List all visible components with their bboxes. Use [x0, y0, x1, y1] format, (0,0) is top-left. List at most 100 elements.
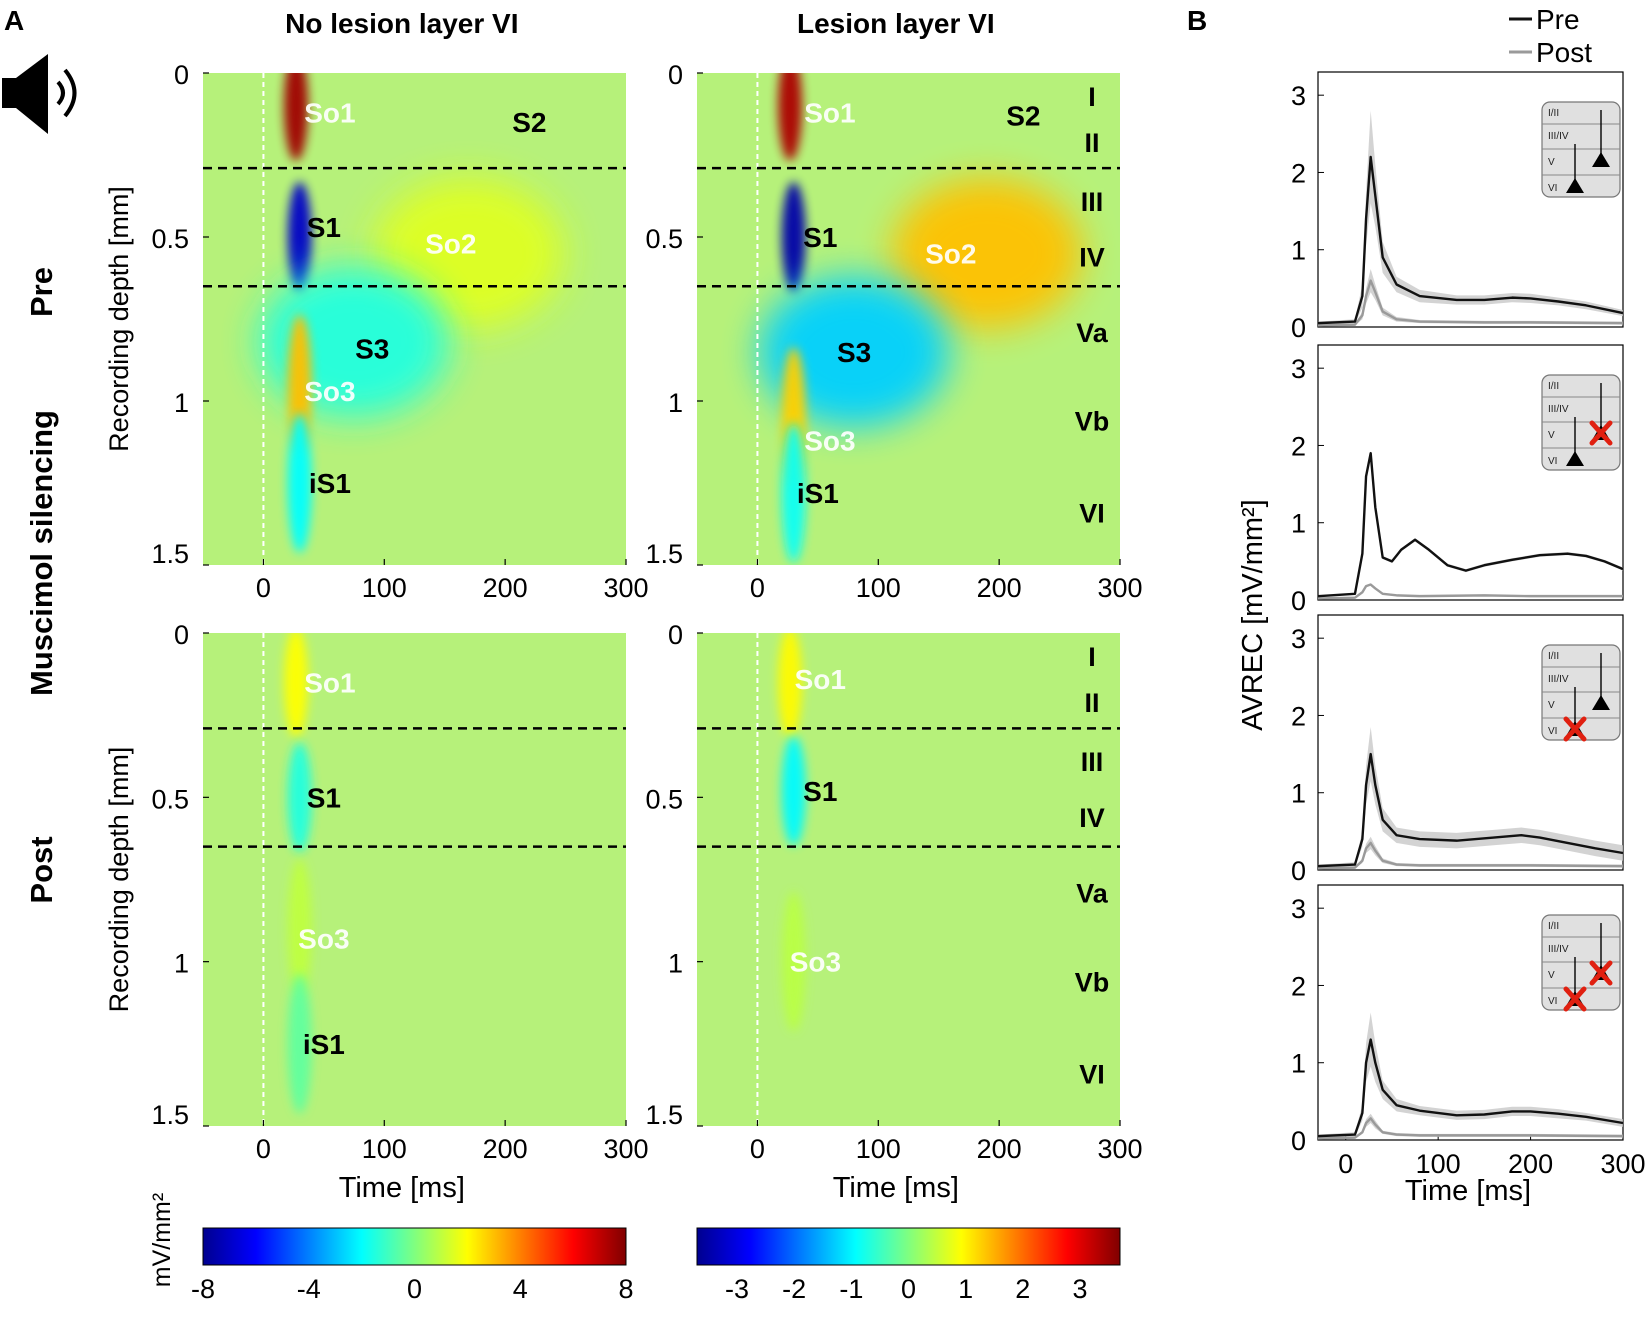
y-tick-label: 1.5: [151, 1100, 189, 1130]
x-tick-label: 300: [1097, 573, 1142, 603]
y-tick-label: 1: [668, 388, 683, 418]
y-tick-label: 0.5: [645, 224, 683, 254]
colorbar-gradient: [202, 1227, 627, 1266]
heatmap-feature-so3: [287, 858, 312, 999]
heatmap-feature-so1: [778, 73, 803, 161]
colorbar-tick-label: 3: [1072, 1274, 1087, 1304]
sink-source-label-s2: S2: [1006, 101, 1040, 132]
sink-source-label-so3: So3: [804, 425, 855, 456]
avrec-line-pre: [1317, 451, 1624, 598]
x-tick-label: 300: [603, 573, 648, 603]
heatmap-image: [203, 633, 626, 1126]
layer-label-vi: VI: [1079, 1059, 1105, 1089]
heatmap-feature-s1: [781, 735, 806, 846]
avrec-y-axis-label: AVREC [mV/mm²]: [1237, 499, 1269, 730]
layer-label-va: Va: [1076, 879, 1109, 909]
heatmap-image: [203, 73, 626, 565]
layer-label-iii: III: [1081, 747, 1104, 777]
y-tick-label: 2: [1291, 431, 1306, 461]
panel-label-a: A: [4, 5, 24, 36]
y-tick-label: 0: [668, 60, 683, 90]
y-tick-label: 1: [1291, 509, 1306, 539]
avrec-sem-band-post: [1318, 269, 1623, 327]
y-tick-label: 1: [174, 388, 189, 418]
layer-label-i: I: [1088, 642, 1096, 672]
y-tick-label: 1: [1291, 1049, 1306, 1079]
avrec-line-pre: [1317, 1038, 1624, 1138]
sink-source-label-s3: S3: [837, 337, 871, 368]
layer-label-vb: Vb: [1075, 407, 1110, 437]
lesion-x-icon: [1589, 420, 1613, 446]
inset-layer-label: I/II: [1548, 381, 1559, 392]
heatmap-feature-so3: [781, 891, 806, 1032]
colorbar-1: -8 -4 0 4 8: [191, 1227, 634, 1304]
avrec-sem-band-pre: [1318, 110, 1623, 325]
y-tick-label: 1.5: [151, 539, 189, 569]
y-tick-label: 0: [1291, 856, 1306, 886]
y-tick-label: 1: [1291, 236, 1306, 266]
x-tick-label: 300: [1600, 1149, 1645, 1179]
sink-source-label-s1: S1: [803, 222, 837, 253]
layer-label-iv: IV: [1079, 243, 1105, 273]
colorbar-unit-label: mV/mm²: [148, 1193, 176, 1287]
sink-source-label-s3: S3: [355, 334, 389, 365]
y-tick-label: 3: [1291, 81, 1306, 111]
y-tick-label: 1.5: [645, 539, 683, 569]
colorbar-tick-label: 4: [513, 1274, 528, 1304]
lesion-x-icon: [1563, 716, 1587, 742]
y-tick-label: 1: [174, 949, 189, 979]
y-tick-label: 0.5: [151, 224, 189, 254]
heatmap-image: [697, 73, 1120, 565]
colorbar-gradient: [696, 1227, 1121, 1266]
y-tick-label: 2: [1291, 971, 1306, 1001]
sink-source-label-is1: iS1: [303, 1029, 345, 1060]
x-tick-label: 0: [256, 573, 271, 603]
speaker-wave-2: [63, 68, 77, 118]
csd-panel-post-nolesion: 0 0.5 1 1.5 0 100 200 300 Recording depth [mm] Ti…: [104, 620, 649, 1204]
layer-label-i: I: [1088, 82, 1096, 112]
inset-layer-label: III/IV: [1548, 131, 1569, 142]
avrec-panel-4: 0 1 2 3 0 100 200 300 I/II III/IV V VI: [1291, 884, 1646, 1179]
sink-source-label-so2: So2: [925, 238, 976, 269]
y-tick-label: 0: [1291, 1126, 1306, 1156]
colorbar-tick-label: 0: [901, 1274, 916, 1304]
heatmap-feature-s1: [781, 182, 806, 292]
inset-layer-label: V: [1548, 157, 1555, 168]
x-tick-label: 0: [750, 573, 765, 603]
avrec-line-post: [1317, 841, 1624, 870]
neuron-soma-v: [1592, 152, 1610, 167]
colorbar-tick-label: 8: [618, 1274, 633, 1304]
avrec-panel-2: 0 1 2 3 I/II III/IV V VI: [1291, 344, 1624, 616]
sink-source-label-s1: S1: [803, 776, 837, 807]
lesion-x-icon: [1563, 986, 1587, 1012]
y-axis-label: Recording depth [mm]: [104, 186, 134, 452]
y-tick-label: 2: [1291, 158, 1306, 188]
heatmap-feature-so1: [284, 73, 309, 161]
sink-source-label-s2: S2: [512, 107, 546, 138]
y-tick-label: 1.5: [645, 1100, 683, 1130]
y-tick-label: 3: [1291, 894, 1306, 924]
colorbar-tick-label: 0: [407, 1274, 422, 1304]
sink-source-label-so1: So1: [304, 97, 355, 128]
layer-label-ii: II: [1084, 128, 1099, 158]
heatmap-feature-is1: [781, 422, 806, 563]
avrec-panel-3: 0 1 2 3 I/II III/IV V VI: [1291, 614, 1624, 886]
speaker-icon: [2, 54, 77, 134]
inset-layer-label: VI: [1548, 996, 1557, 1007]
y-tick-label: 0.5: [645, 784, 683, 814]
colorbar-2: -3 -2 -1 0 1 2 3: [696, 1227, 1121, 1304]
sink-source-label-so1: So1: [304, 667, 355, 698]
x-axis-label: Time [ms]: [339, 1172, 465, 1204]
neuron-soma-v: [1592, 695, 1610, 710]
avrec-x-axis-label: Time [ms]: [1405, 1175, 1531, 1207]
y-tick-label: 0: [174, 60, 189, 90]
x-tick-label: 100: [856, 1134, 901, 1164]
layer-label-ii: II: [1084, 688, 1099, 718]
y-tick-label: 0: [1291, 586, 1306, 616]
neuron-soma-vi: [1566, 451, 1584, 466]
csd-panel-pre-lesion: 0 0.5 1 1.5 0 100 200 300 Lesion layer VI So1 S2 S1…: [645, 8, 1142, 603]
avrec-line-post: [1317, 279, 1624, 327]
heatmap-feature-is1: [287, 973, 312, 1114]
